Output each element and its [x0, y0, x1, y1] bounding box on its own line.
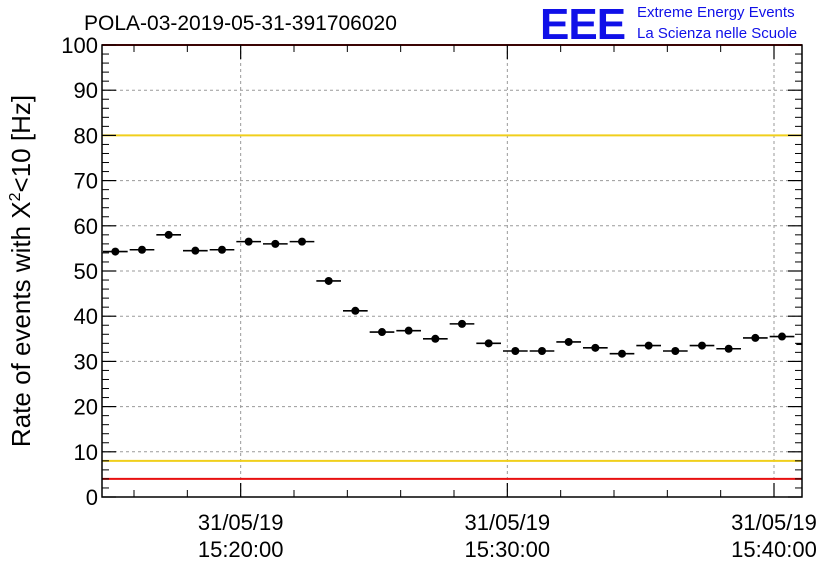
data-point — [298, 237, 306, 246]
data-point — [164, 230, 173, 239]
y-tick-label: 10 — [74, 440, 98, 465]
y-tick-label: 30 — [74, 349, 98, 374]
y-axis-label: Rate of events with X2<10 [Hz] — [6, 95, 36, 447]
y-tick-label: 70 — [74, 169, 98, 194]
data-point — [511, 347, 520, 356]
eee-logo: EEE — [540, 0, 626, 49]
reference-lines — [102, 44, 802, 480]
y-tick-label: 50 — [74, 259, 98, 284]
logo-caption-line1: Extreme Energy Events — [637, 4, 795, 21]
data-point — [138, 245, 146, 254]
y-tick-label: 80 — [74, 123, 98, 148]
x-tick-label-date: 31/05/19 — [731, 510, 817, 535]
data-point — [751, 333, 760, 342]
data-point — [778, 332, 786, 341]
data-point — [724, 344, 733, 353]
data-point — [378, 328, 386, 337]
grid-layer — [102, 45, 802, 497]
data-point — [618, 349, 626, 358]
data-point — [404, 326, 413, 335]
y-tick-label: 100 — [61, 33, 98, 58]
logo-caption-line2: La Scienza nelle Scuole — [637, 25, 798, 42]
data-point — [244, 237, 253, 246]
data-point — [458, 319, 466, 328]
data-point — [431, 334, 440, 343]
data-point — [324, 276, 333, 285]
y-tick-label: 20 — [74, 395, 98, 420]
x-tick-label-time: 15:30:00 — [465, 537, 551, 562]
y-tick-label: 60 — [74, 214, 98, 239]
x-tick-label-time: 15:20:00 — [198, 537, 284, 562]
x-tick-label-time: 15:40:00 — [731, 537, 817, 562]
data-point — [271, 239, 280, 248]
data-point — [698, 341, 706, 350]
data-points — [103, 230, 802, 358]
data-point — [351, 306, 360, 315]
y-tick-label: 40 — [74, 304, 98, 329]
chart-title: POLA-03-2019-05-31-391706020 — [84, 12, 397, 35]
data-point — [484, 339, 493, 348]
y-tick-label: 0 — [86, 485, 98, 510]
data-point — [218, 245, 226, 254]
data-point — [111, 247, 120, 256]
data-point — [644, 341, 653, 350]
x-tick-label-date: 31/05/19 — [465, 510, 551, 535]
y-tick-label: 90 — [74, 78, 98, 103]
data-point — [591, 343, 600, 352]
data-point — [191, 246, 200, 255]
x-tick-label-date: 31/05/19 — [198, 510, 284, 535]
data-point — [671, 347, 680, 356]
data-point — [538, 347, 546, 356]
axes: 010203040506070809010031/05/1915:20:0031… — [61, 33, 817, 562]
data-point — [564, 337, 573, 346]
